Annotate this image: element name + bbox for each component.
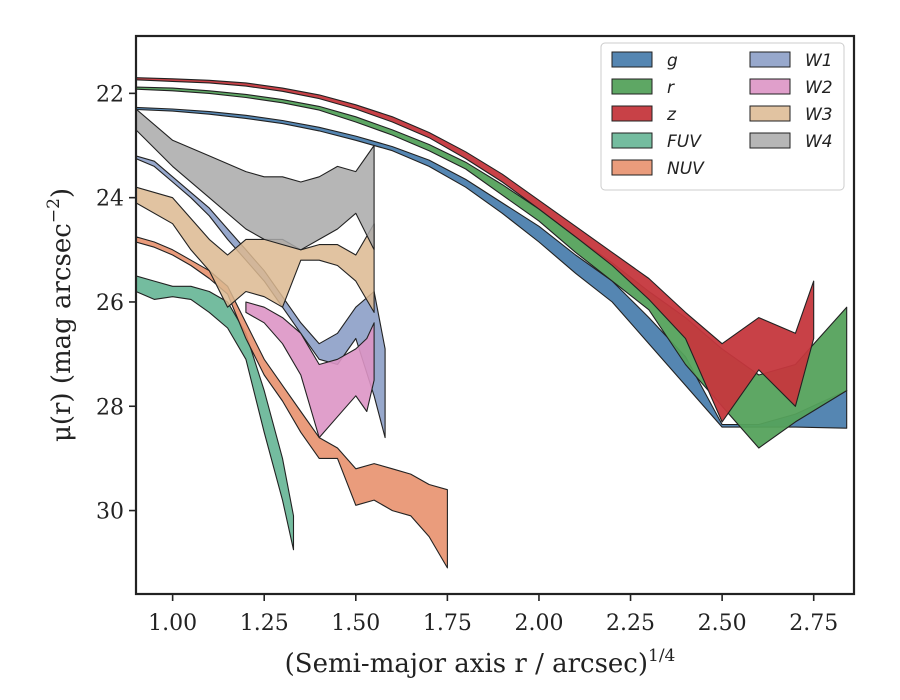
legend-label: g bbox=[667, 51, 678, 71]
series-w3 bbox=[136, 186, 375, 313]
legend-swatch bbox=[611, 159, 653, 176]
x-tick-label: 1.00 bbox=[148, 611, 197, 636]
legend-swatch bbox=[611, 132, 653, 149]
x-tick-label: 1.75 bbox=[423, 611, 472, 636]
legend-swatch bbox=[611, 78, 653, 95]
legend-swatch bbox=[749, 132, 791, 149]
series-band-w1 bbox=[136, 155, 386, 439]
series-layer bbox=[136, 77, 848, 569]
x-tick-label: 1.25 bbox=[240, 611, 289, 636]
x-tick-label: 2.75 bbox=[789, 611, 838, 636]
y-tick-label: 28 bbox=[96, 395, 124, 420]
legend-item-nuv: NUV bbox=[611, 159, 705, 179]
y-tick-label: 26 bbox=[96, 291, 124, 316]
series-g bbox=[136, 106, 848, 429]
legend-swatch bbox=[611, 105, 653, 122]
y-axis-label-exponent: −2 bbox=[44, 198, 64, 223]
series-z bbox=[136, 77, 815, 423]
legend: grz FUV NUV W1 W2 W3 W4 bbox=[600, 42, 845, 191]
series-fuv bbox=[136, 275, 295, 551]
x-tick-label: 2.50 bbox=[698, 611, 747, 636]
legend-swatch bbox=[749, 78, 791, 95]
legend-item-z: z bbox=[611, 105, 677, 125]
legend-swatch bbox=[749, 105, 791, 122]
legend-label: W3 bbox=[805, 105, 833, 125]
legend-label: NUV bbox=[667, 159, 705, 179]
y-axis-ticks: 22 24 26 28 30 bbox=[96, 82, 136, 525]
series-band-fuv bbox=[136, 275, 295, 551]
x-tick-label: 1.50 bbox=[331, 611, 380, 636]
series-band-w3 bbox=[136, 186, 375, 313]
legend-item-r: r bbox=[611, 78, 675, 98]
series-r bbox=[136, 86, 848, 449]
plot-frame bbox=[134, 34, 856, 596]
legend-label: W1 bbox=[805, 51, 833, 71]
x-axis-label-exponent: 1/4 bbox=[648, 646, 675, 666]
legend-label: z bbox=[666, 105, 677, 125]
legend-label: W4 bbox=[805, 132, 833, 152]
legend-item-fuv: FUV bbox=[611, 132, 702, 152]
series-w4 bbox=[136, 108, 375, 251]
series-band-z bbox=[136, 77, 815, 423]
legend-swatch bbox=[749, 51, 791, 68]
y-tick-label: 24 bbox=[96, 187, 124, 212]
legend-label: r bbox=[667, 78, 675, 98]
x-tick-label: 2.25 bbox=[606, 611, 655, 636]
y-tick-label: 30 bbox=[96, 500, 124, 525]
series-band-w2 bbox=[245, 301, 375, 439]
y-tick-label: 22 bbox=[96, 82, 124, 107]
y-axis-label-close: ) bbox=[47, 188, 77, 198]
legend-label: FUV bbox=[667, 132, 702, 152]
series-w2 bbox=[245, 301, 375, 439]
series-band-g bbox=[136, 106, 848, 429]
series-band-r bbox=[136, 86, 848, 449]
legend-item-w3: W3 bbox=[749, 105, 833, 125]
legend-item-w4: W4 bbox=[749, 132, 833, 152]
legend-label: W2 bbox=[805, 78, 833, 98]
x-axis-ticks: 1.00 1.25 1.50 1.75 2.00 2.25 2.50 2.75 bbox=[148, 594, 838, 636]
series-band-w4 bbox=[136, 108, 375, 251]
legend-item-w2: W2 bbox=[749, 78, 833, 98]
legend-item-w1: W1 bbox=[749, 51, 833, 71]
series-w1 bbox=[136, 155, 386, 439]
y-axis-label: μ(r) (mag arcsec−2) bbox=[44, 188, 77, 442]
legend-item-g: g bbox=[611, 51, 678, 71]
legend-swatch bbox=[611, 51, 653, 68]
x-tick-label: 2.00 bbox=[514, 611, 563, 636]
x-axis-label: (Semi-major axis r / arcsec)1/4 bbox=[285, 646, 676, 679]
